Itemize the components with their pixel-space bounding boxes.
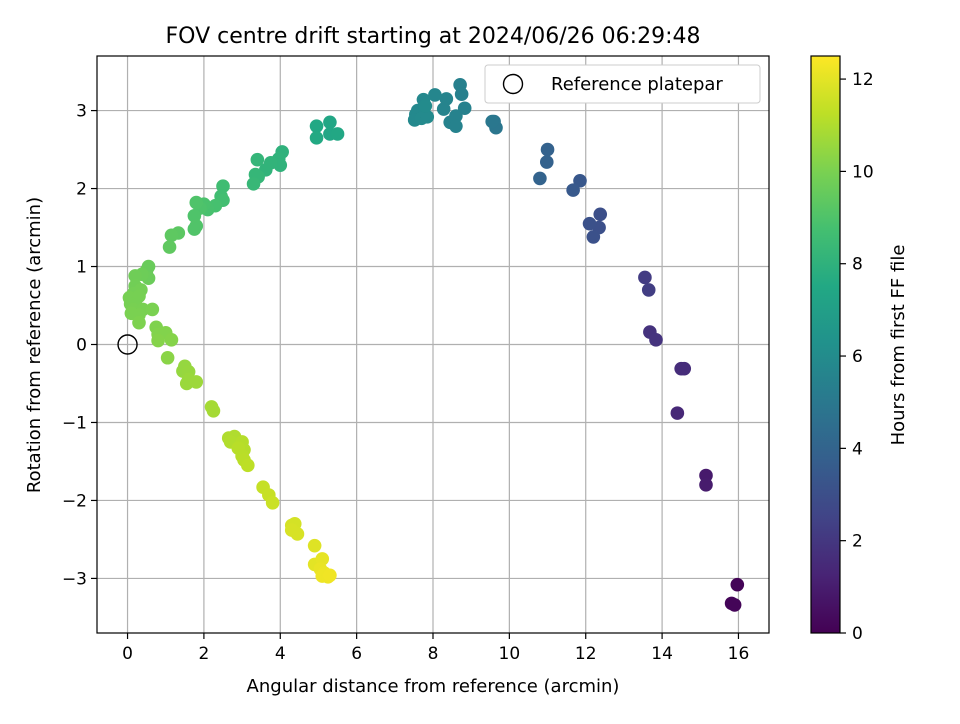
data-point (160, 350, 175, 365)
data-point (670, 406, 685, 420)
legend: Reference platepar (484, 64, 761, 104)
data-points (122, 78, 745, 612)
y-axis-ticks: −3 −2 −1 0 1 2 3 (62, 102, 97, 589)
y-tick-label: −1 (62, 413, 87, 433)
legend-marker-icon (502, 73, 524, 95)
y-axis-label: Rotation from reference (arcmin) (24, 197, 45, 493)
data-point (573, 173, 587, 188)
data-point (128, 269, 142, 283)
data-point (323, 568, 337, 583)
data-point (290, 527, 305, 541)
y-tick-label: 0 (76, 336, 87, 356)
data-point (699, 468, 713, 483)
colorbar-tick-label: 12 (852, 70, 874, 90)
y-tick-label: 3 (76, 102, 87, 122)
data-point (246, 177, 261, 191)
y-tick-label: 2 (76, 180, 87, 200)
data-point (250, 152, 265, 167)
data-point (206, 403, 221, 418)
colorbar-gradient (810, 55, 841, 634)
data-point (265, 495, 280, 510)
data-point (428, 88, 442, 102)
x-tick-label: 12 (575, 644, 597, 664)
colorbar-tick-label: 6 (852, 347, 863, 367)
data-point (132, 315, 146, 330)
data-point (216, 179, 230, 194)
data-point (593, 207, 608, 222)
reference-point-marker (117, 334, 138, 355)
colorbar-tick-label: 8 (852, 255, 863, 275)
x-tick-label: 4 (275, 644, 286, 664)
x-tick-label: 0 (122, 644, 133, 664)
data-point (124, 306, 139, 321)
x-tick-label: 8 (428, 644, 439, 664)
data-point (189, 195, 204, 210)
data-point (323, 115, 337, 130)
colorbar-tick-label: 2 (852, 532, 863, 552)
data-point (649, 333, 663, 347)
data-point (582, 216, 597, 231)
y-tick-label: −3 (62, 569, 87, 589)
legend-label: Reference platepar (551, 74, 723, 95)
data-point (189, 375, 204, 389)
chart-title: FOV centre drift starting at 2024/06/26 … (166, 24, 701, 49)
colorbar-tick-label: 0 (852, 624, 863, 644)
data-point (241, 458, 255, 473)
data-point (164, 228, 179, 243)
data-point (418, 99, 433, 113)
legend-box (484, 64, 761, 104)
data-point (145, 302, 160, 317)
data-point (485, 114, 499, 129)
data-point (187, 222, 202, 236)
data-point (727, 598, 742, 612)
data-point (539, 155, 554, 169)
data-point (315, 552, 330, 566)
data-point (151, 333, 165, 348)
x-axis-ticks: 0 2 4 6 8 10 12 14 16 (122, 633, 749, 664)
data-point (164, 333, 179, 347)
data-point (677, 361, 692, 376)
colorbar-label: Hours from first FF file (888, 245, 909, 446)
data-point (454, 87, 469, 102)
colorbar-ticks: 0 2 4 6 8 10 12 (840, 70, 874, 644)
data-point (436, 102, 451, 116)
data-point (187, 209, 202, 223)
x-tick-label: 14 (651, 644, 673, 664)
data-point (449, 119, 463, 133)
data-point (730, 577, 745, 592)
y-tick-label: 1 (76, 258, 87, 278)
colorbar-tick-label: 4 (852, 439, 863, 459)
data-point (638, 270, 652, 285)
data-point (309, 131, 324, 145)
data-point (586, 230, 601, 244)
data-point (309, 119, 324, 133)
x-tick-label: 6 (351, 644, 362, 664)
data-point (533, 171, 547, 186)
data-point (457, 101, 472, 116)
data-point (420, 110, 435, 124)
data-point (162, 240, 177, 254)
data-point (540, 142, 555, 157)
data-point (699, 478, 713, 492)
x-axis-label: Angular distance from reference (arcmin) (247, 676, 620, 697)
data-point (330, 127, 345, 141)
x-tick-label: 10 (499, 644, 521, 664)
colorbar: 0 2 4 6 8 10 12 Hours from first FF file (810, 55, 909, 644)
x-tick-label: 16 (728, 644, 750, 664)
data-point (566, 183, 580, 197)
y-tick-label: −2 (62, 491, 87, 511)
colorbar-tick-label: 10 (852, 162, 874, 182)
data-point (641, 283, 656, 297)
data-point (307, 538, 322, 553)
x-tick-label: 2 (198, 644, 209, 664)
grid (97, 56, 769, 633)
